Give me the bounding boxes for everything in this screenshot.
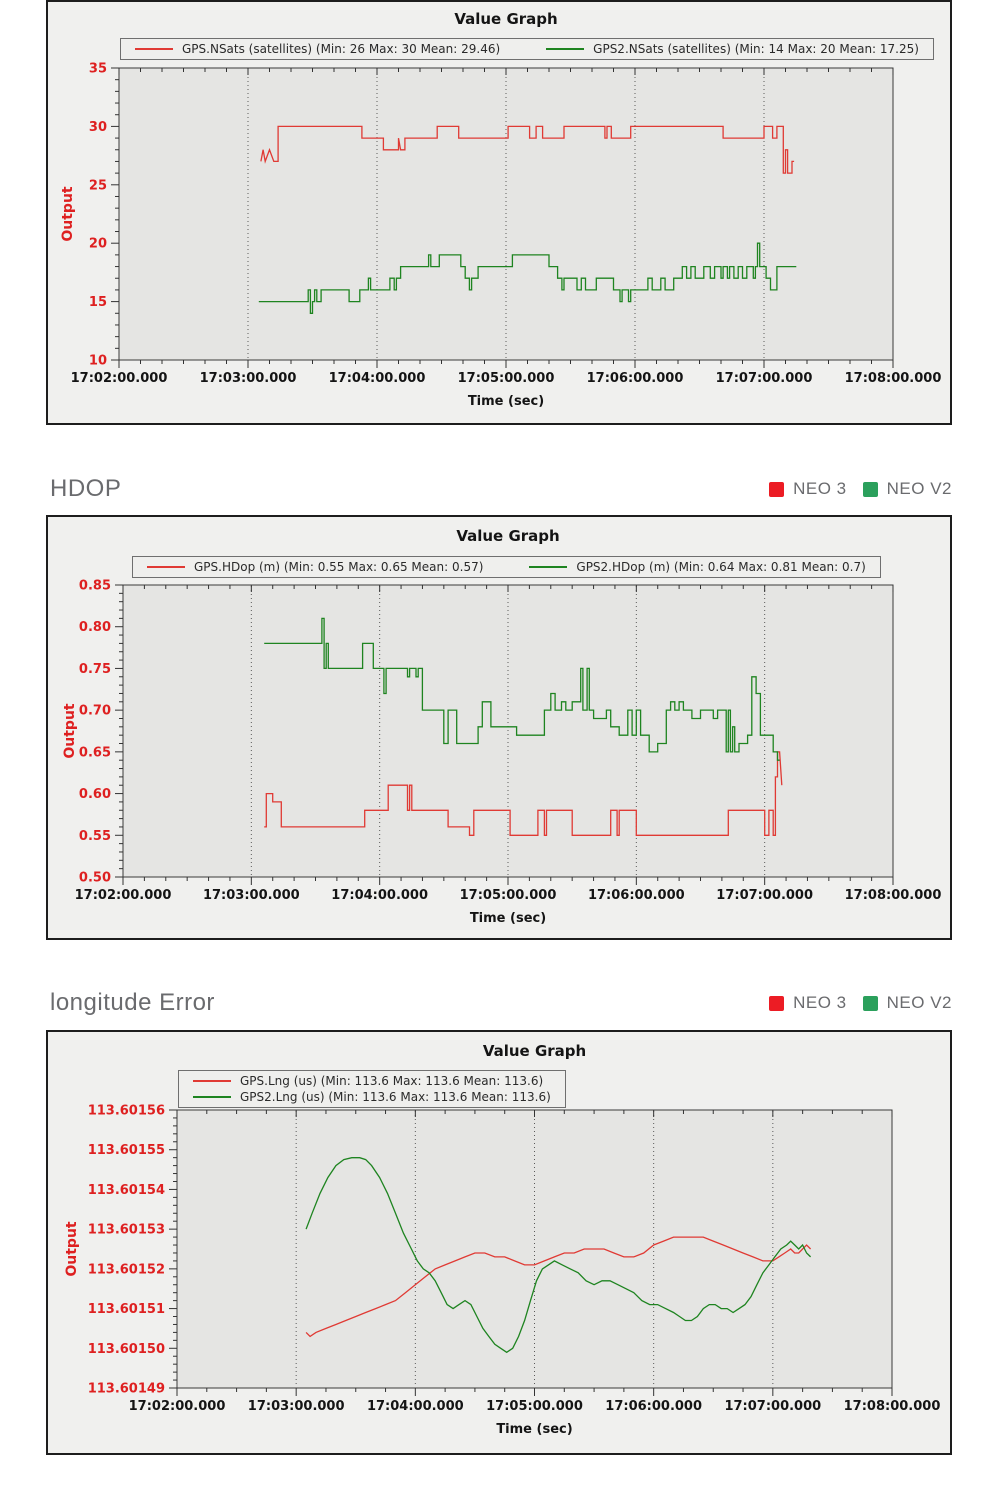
section-title-longitude-error: longitude Error [50, 989, 215, 1016]
neo3-label: NEO 3 [793, 479, 847, 498]
section-title-hdop: HDOP [50, 475, 122, 502]
svg-text:17:03:00.000: 17:03:00.000 [200, 371, 297, 386]
svg-text:113.60156: 113.60156 [88, 1104, 165, 1119]
svg-text:17:08:00.000: 17:08:00.000 [844, 1399, 941, 1414]
output-axis-label: Output [64, 1221, 80, 1277]
neo3-color-swatch [769, 995, 785, 1011]
legend-item-neo3: NEO 3 [769, 479, 847, 499]
svg-text:30: 30 [89, 120, 107, 135]
series-line-sample-icon [147, 566, 185, 568]
svg-text:35: 35 [89, 62, 107, 77]
series-legend-label: GPS2.HDop (m) (Min: 0.64 Max: 0.81 Mean:… [576, 560, 866, 574]
svg-text:0.70: 0.70 [79, 704, 111, 719]
svg-text:0.55: 0.55 [79, 829, 111, 844]
svg-text:17:03:00.000: 17:03:00.000 [248, 1399, 345, 1414]
series-legend: GPS.NSats (satellites) (Min: 26 Max: 30 … [120, 38, 934, 60]
value-graph-title: Value Graph [482, 1042, 587, 1060]
time-axis-label: Time (sec) [467, 394, 545, 409]
svg-text:17:05:00.000: 17:05:00.000 [486, 1399, 583, 1414]
svg-text:17:04:00.000: 17:04:00.000 [329, 371, 426, 386]
section-header-longitude-error: longitude Error NEO 3 NEO V2 [46, 984, 952, 1022]
svg-text:113.60155: 113.60155 [88, 1143, 165, 1158]
svg-text:17:02:00.000: 17:02:00.000 [75, 888, 172, 903]
output-axis-label: Output [60, 186, 76, 242]
output-axis-label: Output [62, 703, 78, 759]
longitude-error-value-graph-panel: 17:02:00.000 17:03:00.000 17:04:00.000 17:0… [46, 1030, 952, 1455]
svg-text:113.60154: 113.60154 [88, 1183, 165, 1198]
svg-text:113.60153: 113.60153 [88, 1223, 165, 1238]
svg-text:17:03:00.000: 17:03:00.000 [203, 888, 300, 903]
hardware-legend: NEO 3 NEO V2 [769, 993, 952, 1013]
svg-text:15: 15 [89, 295, 107, 310]
svg-text:17:07:00.000: 17:07:00.000 [716, 371, 813, 386]
nsats-plot[interactable]: 17:02:00.000 17:03:00.000 17:04:00.000 17:0… [48, 2, 950, 423]
svg-text:17:07:00.000: 17:07:00.000 [716, 888, 813, 903]
svg-text:17:04:00.000: 17:04:00.000 [367, 1399, 464, 1414]
svg-text:25: 25 [89, 178, 107, 193]
series-legend-entry: GPS.Lng (us) (Min: 113.6 Max: 113.6 Mean… [193, 1074, 543, 1088]
svg-text:10: 10 [89, 354, 107, 369]
series-legend-label: GPS.Lng (us) (Min: 113.6 Max: 113.6 Mean… [240, 1074, 544, 1088]
svg-text:17:04:00.000: 17:04:00.000 [331, 888, 428, 903]
series-legend-entry: GPS.NSats (satellites) (Min: 26 Max: 30 … [135, 42, 500, 56]
series-line-sample-icon [135, 48, 173, 50]
svg-text:0.80: 0.80 [79, 620, 111, 635]
series-line-sample-icon [193, 1080, 231, 1082]
legend-item-neo3: NEO 3 [769, 993, 847, 1013]
series-legend-label: GPS2.NSats (satellites) (Min: 14 Max: 20… [593, 42, 919, 56]
series-legend-entry: GPS2.Lng (us) (Min: 113.6 Max: 113.6 Mea… [193, 1090, 551, 1104]
longitude-error-plot[interactable]: 17:02:00.000 17:03:00.000 17:04:00.000 17:0… [48, 1032, 950, 1453]
series-legend-entry: GPS.HDop (m) (Min: 0.55 Max: 0.65 Mean: … [147, 560, 483, 574]
neo3-color-swatch [769, 481, 785, 497]
svg-text:17:06:00.000: 17:06:00.000 [587, 371, 684, 386]
neo3-label: NEO 3 [793, 993, 847, 1012]
svg-text:113.60150: 113.60150 [88, 1342, 165, 1357]
series-legend-label: GPS.HDop (m) (Min: 0.55 Max: 0.65 Mean: … [194, 560, 484, 574]
svg-text:17:08:00.000: 17:08:00.000 [845, 371, 942, 386]
series-legend-entry: GPS2.NSats (satellites) (Min: 14 Max: 20… [546, 42, 919, 56]
hdop-value-graph-panel: 17:02:00.000 17:03:00.000 17:04:00.000 17:0… [46, 515, 952, 940]
neov2-color-swatch [862, 995, 878, 1011]
svg-text:17:02:00.000: 17:02:00.000 [129, 1399, 226, 1414]
time-axis-label: Time (sec) [469, 911, 547, 926]
svg-text:17:02:00.000: 17:02:00.000 [71, 371, 168, 386]
svg-text:17:05:00.000: 17:05:00.000 [460, 888, 557, 903]
neov2-label: NEO V2 [886, 479, 952, 498]
series-line-sample-icon [193, 1096, 231, 1098]
svg-text:17:06:00.000: 17:06:00.000 [605, 1399, 702, 1414]
value-graph-title: Value Graph [454, 10, 558, 28]
time-axis-label: Time (sec) [496, 1422, 573, 1437]
hardware-legend: NEO 3 NEO V2 [769, 479, 952, 499]
nsats-value-graph-panel: 17:02:00.000 17:03:00.000 17:04:00.000 17:0… [46, 0, 952, 425]
svg-text:17:07:00.000: 17:07:00.000 [724, 1399, 821, 1414]
hdop-plot[interactable]: 17:02:00.000 17:03:00.000 17:04:00.000 17:0… [48, 517, 950, 938]
series-line-sample-icon [529, 566, 568, 568]
svg-text:17:08:00.000: 17:08:00.000 [845, 888, 942, 903]
svg-text:113.60149: 113.60149 [88, 1382, 165, 1397]
svg-text:0.75: 0.75 [79, 662, 111, 677]
svg-text:0.65: 0.65 [79, 745, 111, 760]
section-header-hdop: HDOP NEO 3 NEO V2 [46, 470, 952, 508]
svg-text:0.60: 0.60 [79, 787, 111, 802]
series-legend-label: GPS2.Lng (us) (Min: 113.6 Max: 113.6 Mea… [240, 1090, 551, 1104]
svg-text:113.60152: 113.60152 [88, 1262, 165, 1277]
svg-text:20: 20 [89, 237, 107, 252]
series-legend-label: GPS.NSats (satellites) (Min: 26 Max: 30 … [182, 42, 501, 56]
series-line-sample-icon [546, 48, 585, 50]
value-graph-title: Value Graph [456, 527, 560, 545]
series-legend: GPS.Lng (us) (Min: 113.6 Max: 113.6 Mean… [178, 1070, 566, 1108]
neov2-label: NEO V2 [886, 993, 952, 1012]
svg-text:17:05:00.000: 17:05:00.000 [458, 371, 555, 386]
neov2-color-swatch [862, 481, 878, 497]
legend-item-neov2: NEO V2 [862, 993, 952, 1013]
svg-text:0.50: 0.50 [79, 871, 111, 886]
svg-text:113.60151: 113.60151 [88, 1302, 165, 1317]
series-legend-entry: GPS2.HDop (m) (Min: 0.64 Max: 0.81 Mean:… [529, 560, 866, 574]
legend-item-neov2: NEO V2 [862, 479, 952, 499]
series-legend: GPS.HDop (m) (Min: 0.55 Max: 0.65 Mean: … [132, 556, 881, 578]
svg-text:17:06:00.000: 17:06:00.000 [588, 888, 685, 903]
svg-text:0.85: 0.85 [79, 579, 111, 594]
